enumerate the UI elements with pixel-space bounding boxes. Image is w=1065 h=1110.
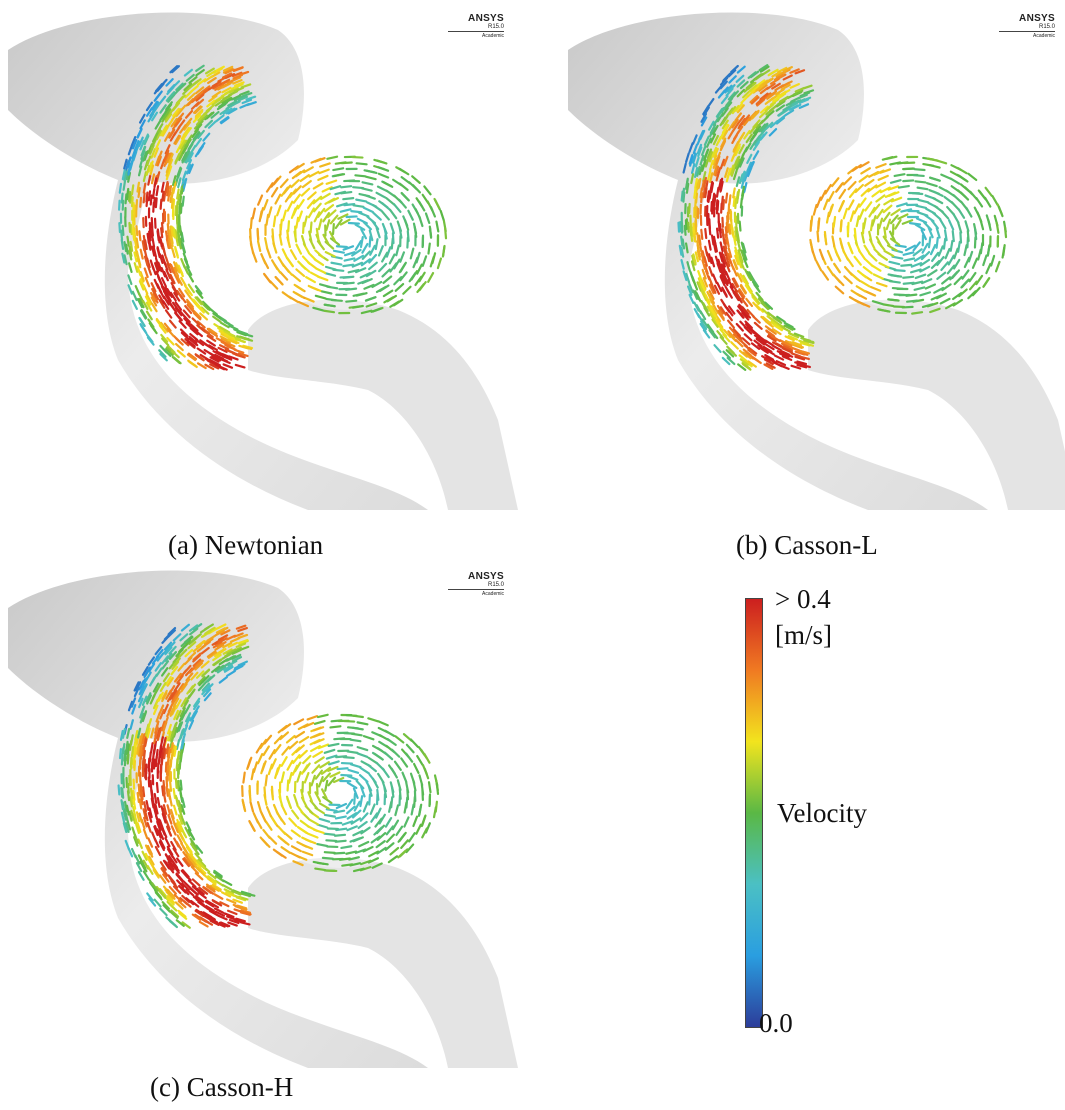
ansys-watermark: ANSYS R15.0 Academic xyxy=(448,14,504,39)
velocity-vector-render xyxy=(568,12,1065,510)
legend-unit: [m/s] xyxy=(775,620,832,650)
panel-casson-h: ANSYS R15.0 Academic xyxy=(8,568,518,1068)
watermark-edition: Academic xyxy=(999,31,1055,39)
vessel-wall xyxy=(248,857,518,1068)
vessel-wall xyxy=(808,299,1065,510)
ansys-watermark: ANSYS R15.0 Academic xyxy=(448,572,504,597)
watermark-brand: ANSYS xyxy=(468,571,504,582)
legend-min-label: 0.0 xyxy=(759,1008,793,1038)
watermark-version: R15.0 xyxy=(1038,24,1055,30)
caption-casson-h: (c) Casson-H xyxy=(150,1072,294,1102)
legend-max-label: > 0.4 xyxy=(775,584,831,614)
velocity-vectors xyxy=(117,623,440,929)
vessel-wall xyxy=(568,12,988,510)
vessel-wall xyxy=(8,12,428,510)
watermark-version: R15.0 xyxy=(487,582,504,588)
caption-newtonian: (a) Newtonian xyxy=(168,530,324,560)
aneurysm-sac xyxy=(813,160,1003,310)
velocity-vector-render xyxy=(8,12,518,510)
legend-title: Velocity xyxy=(777,798,867,828)
watermark-edition: Academic xyxy=(448,589,504,597)
vessel-wall xyxy=(248,299,518,510)
panel-newtonian: ANSYS R15.0 Academic xyxy=(8,10,518,510)
caption-casson-l: (b) Casson-L xyxy=(736,530,878,560)
panel-casson-l: ANSYS R15.0 Academic xyxy=(568,10,1065,510)
watermark-edition: Academic xyxy=(448,31,504,39)
velocity-vectors xyxy=(118,64,448,371)
velocity-vector-render xyxy=(8,570,518,1068)
color-scale-bar xyxy=(745,598,763,1028)
ansys-watermark: ANSYS R15.0 Academic xyxy=(999,14,1055,39)
velocity-vectors xyxy=(677,64,1008,371)
vessel-wall xyxy=(8,570,428,1068)
watermark-version: R15.0 xyxy=(487,24,504,30)
watermark-brand: ANSYS xyxy=(1019,13,1055,24)
watermark-brand: ANSYS xyxy=(468,13,504,24)
